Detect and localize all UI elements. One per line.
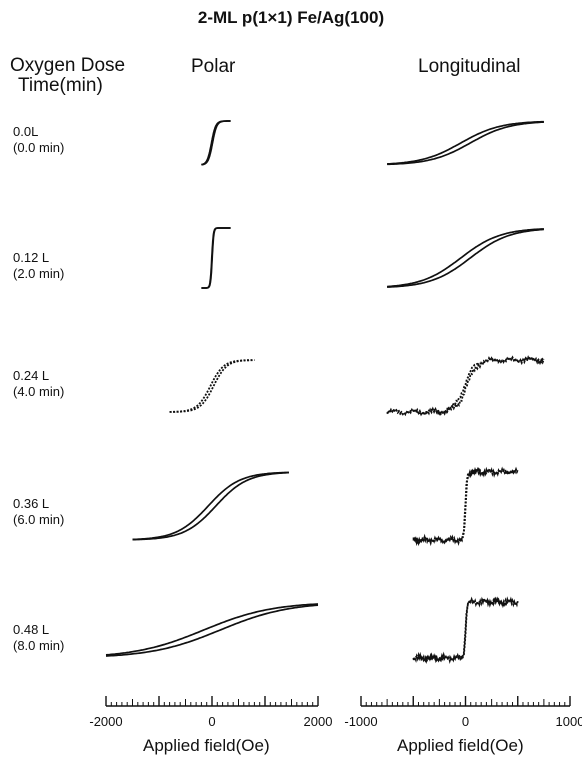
x-tick-label: -2000 (89, 714, 122, 729)
loop-longitudinal-4 (412, 465, 518, 547)
x-tick-label: 2000 (304, 714, 333, 729)
loop-polar-4 (132, 471, 289, 541)
row-time-5: (8.0 min) (13, 638, 65, 653)
row-dose-5: 0.48 L (13, 622, 50, 637)
polar-xlabel: Applied field(Oe) (143, 736, 270, 755)
polar-header: Polar (191, 56, 236, 77)
loop-longitudinal-3 (386, 354, 545, 418)
loop-longitudinal-3 (386, 356, 545, 416)
x-tick-label: 0 (208, 714, 215, 729)
loop-polar-4 (132, 471, 289, 541)
row-dose-2: 0.12 L (13, 250, 50, 265)
loop-longitudinal-1 (387, 120, 544, 165)
row-dose-1: 0.0L (13, 124, 39, 139)
loop-longitudinal-2 (387, 228, 544, 288)
x-tick-label: 1000 (556, 714, 582, 729)
dose-header: Oxygen Dose (10, 55, 126, 76)
x-tick-label: 0 (462, 714, 469, 729)
row-time-1: (0.0 min) (13, 140, 65, 155)
loop-polar-5 (105, 603, 319, 656)
longitudinal-xlabel: Applied field(Oe) (397, 736, 524, 755)
time-header: Time(min) (18, 75, 103, 96)
row-time-4: (6.0 min) (13, 512, 65, 527)
loop-longitudinal-5 (412, 595, 519, 665)
row-label-5: 0.48 L (8.0 min) (13, 622, 64, 654)
row-label-2: 0.12 L (2.0 min) (13, 250, 64, 282)
row-label-4: 0.36 L (6.0 min) (13, 496, 64, 528)
row-dose-3: 0.24 L (13, 368, 50, 383)
loop-longitudinal-2 (387, 228, 544, 288)
loop-longitudinal-1 (387, 121, 544, 166)
row-dose-4: 0.36 L (13, 496, 50, 511)
loop-polar-3 (169, 359, 255, 413)
row-time-2: (2.0 min) (13, 266, 65, 281)
longitudinal-header: Longitudinal (418, 56, 521, 77)
row-time-3: (4.0 min) (13, 384, 65, 399)
loop-polar-3 (169, 359, 255, 413)
loop-polar-1 (201, 120, 231, 166)
figure-title: 2-ML p(1×1) Fe/Ag(100) (197, 8, 385, 27)
loop-polar-2 (201, 227, 231, 289)
row-label-1: 0.0L (0.0 min) (13, 124, 64, 156)
loop-polar-2 (201, 227, 231, 289)
row-label-3: 0.24 L (4.0 min) (13, 368, 64, 400)
loop-polar-5 (105, 604, 319, 657)
x-tick-label: -1000 (344, 714, 377, 729)
